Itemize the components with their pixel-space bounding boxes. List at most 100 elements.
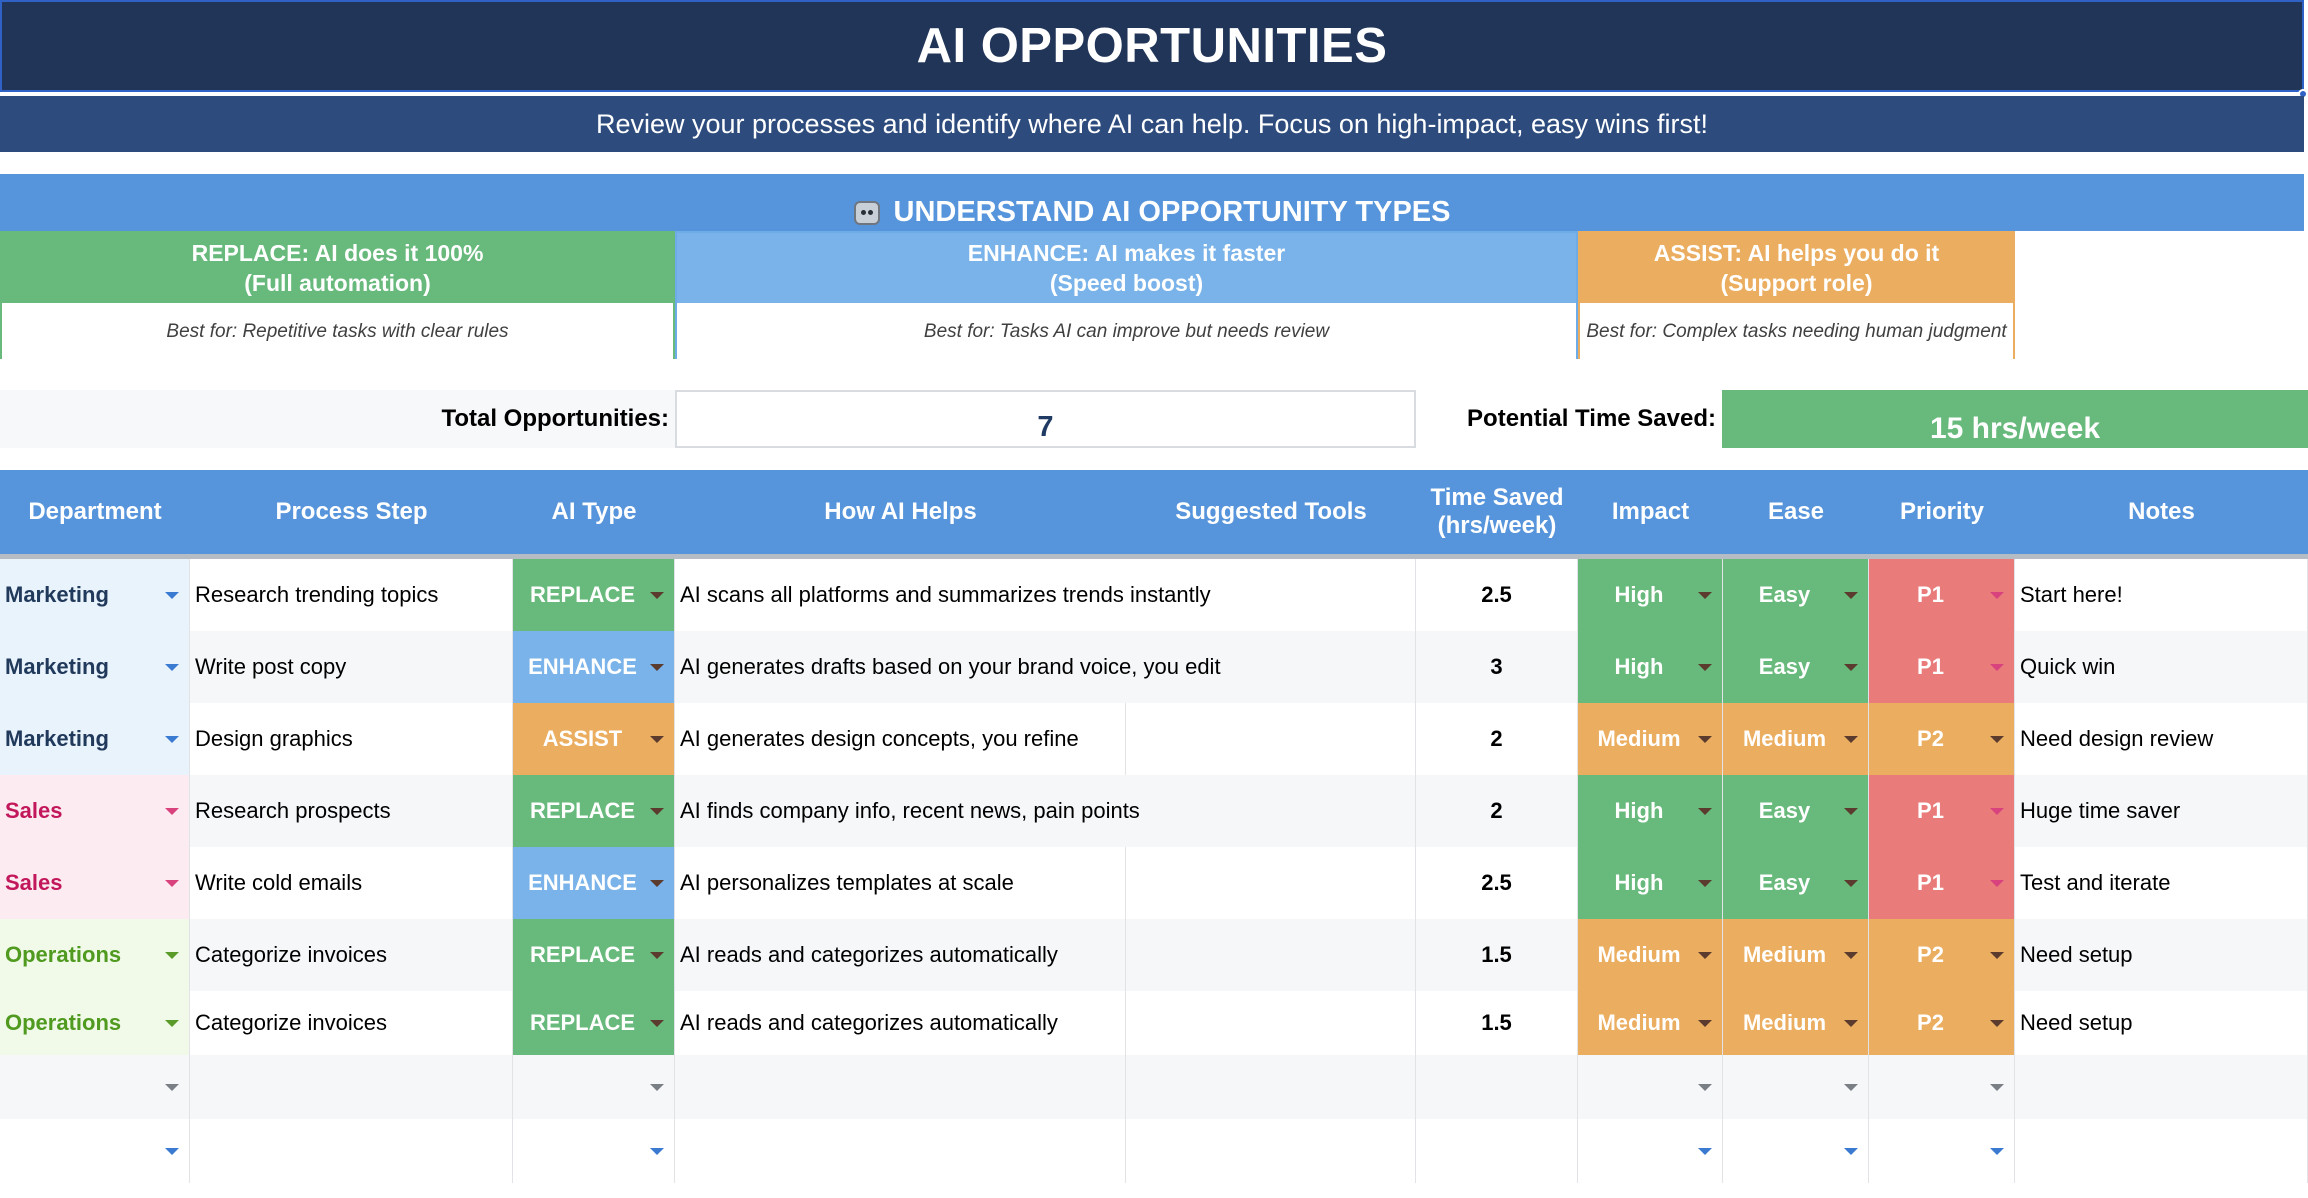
chevron-down-icon[interactable] (1990, 1148, 2004, 1155)
notes-cell[interactable]: Need design review (2015, 703, 2308, 775)
how-ai-helps-cell[interactable]: AI reads and categorizes automatically (675, 919, 1126, 991)
priority-select[interactable]: P1 (1869, 775, 2015, 847)
chevron-down-icon[interactable] (1844, 952, 1858, 959)
how-ai-helps-cell[interactable] (675, 1119, 1126, 1183)
impact-select[interactable]: High (1578, 631, 1723, 703)
department-select[interactable]: Sales (0, 775, 190, 847)
notes-cell[interactable] (2015, 1055, 2308, 1119)
chevron-down-icon[interactable] (1990, 592, 2004, 599)
notes-cell[interactable]: Huge time saver (2015, 775, 2308, 847)
chevron-down-icon[interactable] (1990, 1084, 2004, 1091)
ai-type-select[interactable]: REPLACE (513, 991, 675, 1055)
how-ai-helps-cell[interactable]: AI generates design concepts, you refine (675, 703, 1126, 775)
ai-type-select[interactable]: ENHANCE (513, 631, 675, 703)
chevron-down-icon[interactable] (165, 808, 179, 815)
col-time-saved[interactable]: Time Saved (hrs/week) (1430, 484, 1564, 539)
time-saved-value[interactable]: 15 hrs/week (1722, 390, 2308, 448)
chevron-down-icon[interactable] (650, 736, 664, 743)
chevron-down-icon[interactable] (1844, 592, 1858, 599)
department-select[interactable] (0, 1055, 190, 1119)
process-step-cell[interactable]: Categorize invoices (190, 919, 513, 991)
col-ai-type[interactable]: AI Type (551, 498, 637, 525)
ease-select[interactable] (1723, 1055, 1869, 1119)
priority-select[interactable]: P1 (1869, 847, 2015, 919)
chevron-down-icon[interactable] (165, 1020, 179, 1027)
chevron-down-icon[interactable] (1990, 1020, 2004, 1027)
col-process-step[interactable]: Process Step (275, 498, 428, 525)
col-department[interactable]: Department (28, 498, 162, 525)
chevron-down-icon[interactable] (650, 952, 664, 959)
chevron-down-icon[interactable] (1698, 592, 1712, 599)
ai-type-select[interactable]: ENHANCE (513, 847, 675, 919)
process-step-cell[interactable] (190, 1055, 513, 1119)
suggested-tools-cell[interactable] (1126, 1119, 1416, 1183)
impact-select[interactable]: High (1578, 559, 1723, 631)
ease-select[interactable]: Easy (1723, 775, 1869, 847)
chevron-down-icon[interactable] (1698, 880, 1712, 887)
suggested-tools-cell[interactable] (1126, 919, 1416, 991)
chevron-down-icon[interactable] (1990, 952, 2004, 959)
chevron-down-icon[interactable] (1844, 808, 1858, 815)
col-how-ai-helps[interactable]: How AI Helps (824, 498, 977, 525)
priority-select[interactable] (1869, 1055, 2015, 1119)
process-step-cell[interactable]: Write cold emails (190, 847, 513, 919)
chevron-down-icon[interactable] (1698, 1148, 1712, 1155)
process-step-cell[interactable]: Write post copy (190, 631, 513, 703)
suggested-tools-cell[interactable] (1126, 991, 1416, 1055)
priority-select[interactable]: P1 (1869, 559, 2015, 631)
chevron-down-icon[interactable] (1844, 736, 1858, 743)
time-saved-cell[interactable] (1416, 1055, 1578, 1119)
chevron-down-icon[interactable] (1844, 880, 1858, 887)
impact-select[interactable]: Medium (1578, 919, 1723, 991)
ease-select[interactable]: Easy (1723, 559, 1869, 631)
ai-type-select[interactable]: REPLACE (513, 919, 675, 991)
chevron-down-icon[interactable] (1990, 808, 2004, 815)
chevron-down-icon[interactable] (650, 808, 664, 815)
priority-select[interactable]: P1 (1869, 631, 2015, 703)
how-ai-helps-cell[interactable]: AI finds company info, recent news, pain… (675, 775, 1416, 847)
time-saved-cell[interactable]: 2 (1416, 775, 1578, 847)
chevron-down-icon[interactable] (165, 592, 179, 599)
notes-cell[interactable]: Need setup (2015, 991, 2308, 1055)
suggested-tools-cell[interactable] (1126, 703, 1416, 775)
chevron-down-icon[interactable] (650, 880, 664, 887)
impact-select[interactable]: High (1578, 775, 1723, 847)
time-saved-cell[interactable]: 1.5 (1416, 991, 1578, 1055)
time-saved-cell[interactable] (1416, 1119, 1578, 1183)
col-priority[interactable]: Priority (1899, 498, 1985, 525)
total-opportunities-value[interactable]: 7 (675, 390, 1416, 448)
chevron-down-icon[interactable] (1844, 664, 1858, 671)
chevron-down-icon[interactable] (650, 1148, 664, 1155)
chevron-down-icon[interactable] (1844, 1020, 1858, 1027)
priority-select[interactable]: P2 (1869, 703, 2015, 775)
department-select[interactable] (0, 1119, 190, 1183)
impact-select[interactable]: Medium (1578, 703, 1723, 775)
chevron-down-icon[interactable] (1844, 1148, 1858, 1155)
department-select[interactable]: Sales (0, 847, 190, 919)
priority-select[interactable] (1869, 1119, 2015, 1183)
col-suggested-tools[interactable]: Suggested Tools (1175, 498, 1367, 525)
how-ai-helps-cell[interactable] (675, 1055, 1126, 1119)
notes-cell[interactable]: Quick win (2015, 631, 2308, 703)
chevron-down-icon[interactable] (1698, 736, 1712, 743)
notes-cell[interactable]: Test and iterate (2015, 847, 2308, 919)
ease-select[interactable]: Medium (1723, 991, 1869, 1055)
chevron-down-icon[interactable] (1698, 664, 1712, 671)
department-select[interactable]: Marketing (0, 631, 190, 703)
department-select[interactable]: Marketing (0, 703, 190, 775)
time-saved-cell[interactable]: 3 (1416, 631, 1578, 703)
priority-select[interactable]: P2 (1869, 991, 2015, 1055)
suggested-tools-cell[interactable] (1126, 1055, 1416, 1119)
process-step-cell[interactable]: Design graphics (190, 703, 513, 775)
how-ai-helps-cell[interactable]: AI personalizes templates at scale (675, 847, 1126, 919)
chevron-down-icon[interactable] (1698, 1084, 1712, 1091)
department-select[interactable]: Marketing (0, 559, 190, 631)
department-select[interactable]: Operations (0, 919, 190, 991)
process-step-cell[interactable]: Research prospects (190, 775, 513, 847)
chevron-down-icon[interactable] (165, 952, 179, 959)
chevron-down-icon[interactable] (165, 1148, 179, 1155)
chevron-down-icon[interactable] (165, 736, 179, 743)
time-saved-cell[interactable]: 2 (1416, 703, 1578, 775)
suggested-tools-cell[interactable] (1126, 847, 1416, 919)
chevron-down-icon[interactable] (1698, 952, 1712, 959)
